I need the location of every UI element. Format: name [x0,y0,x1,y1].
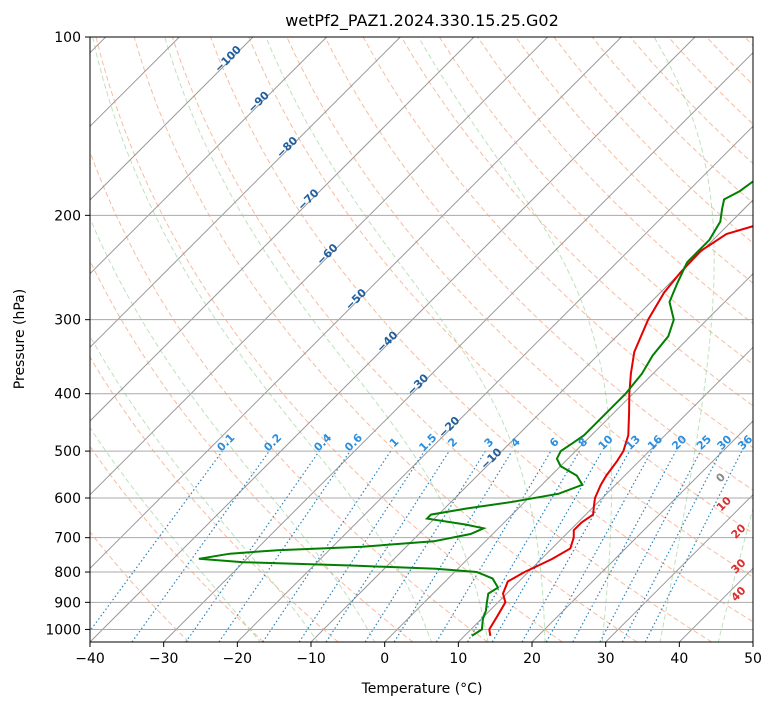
isotherm [163,51,753,642]
moist-adiabat [717,506,753,642]
isotherm [90,37,549,496]
y-tick-label: 700 [54,531,81,547]
plot-frame [89,36,754,643]
dry-adiabat [248,37,753,578]
y-tick-label: 600 [54,491,81,507]
dry-adiabat [515,37,753,284]
y-tick-label: 500 [54,444,81,460]
isotherm [310,199,753,642]
dry-adiabat [400,37,753,407]
moist-adiabat [164,37,489,642]
isotherm [457,346,753,642]
x-tick-label: −40 [75,651,105,667]
temperature-line [488,225,753,636]
isotherm [90,37,475,422]
isotherm [90,37,622,570]
dry-adiabat [133,37,638,642]
mixing-ratio-line [435,450,552,642]
dry-adiabat [171,37,712,642]
moist-adiabat [90,217,376,642]
mixing-ratio-line [218,450,351,642]
x-tick-label: −30 [149,651,179,667]
chart-title: wetPf2_PAZ1.2024.330.15.25.G02 [285,11,559,31]
isotherm [605,493,753,642]
y-tick-label: 900 [54,595,81,611]
mixing-ratio-line [325,450,450,642]
dry-adiabat [90,445,264,642]
dry-adiabat [90,150,488,642]
dry-adiabat [90,356,339,642]
mixing-ratio-line [545,450,653,642]
x-axis-ticks: −40 −30 −20 −10 0 10 20 30 40 50 [75,642,762,667]
y-tick-label: 400 [54,387,81,403]
dry-adiabat [438,37,753,366]
moist-adiabat [92,37,432,642]
mixing-ratio-line [364,450,486,642]
x-tick-label: −20 [223,651,253,667]
x-tick-label: 30 [597,651,615,667]
isotherm [236,125,753,642]
y-tick-label: 100 [54,30,81,46]
x-tick-label: 20 [523,651,541,667]
dry-adiabat [95,37,563,642]
pressure-gridlines [90,37,753,630]
moist-adiabat [90,335,319,642]
mixing-ratio-line [393,450,513,642]
y-tick-label: 800 [54,565,81,581]
mixing-ratio-line [572,450,677,642]
mixing-ratio-line [491,450,603,642]
isotherm [90,37,696,642]
y-axis-label: Pressure (hPa) [12,289,28,389]
dry-adiabat [90,531,190,642]
dewpoint-line [198,180,753,637]
y-axis-ticks: 100 200 300 400 500 600 700 800 900 1000 [45,30,90,638]
y-tick-label: 300 [54,313,81,329]
series-layer [198,180,753,637]
moist-adiabat [265,37,546,642]
moist-adiabat [653,37,715,642]
isotherm [90,37,401,349]
background-lines [90,37,753,642]
dry-adiabat [324,37,753,491]
x-axis-label: Temperature (°C) [361,681,483,697]
moist-adiabat [90,426,261,642]
isotherm [531,420,753,642]
x-tick-label: 0 [380,651,389,667]
mixing-ratio-line [185,450,320,642]
y-tick-label: 1000 [45,622,81,638]
x-tick-label: 40 [670,651,688,667]
mixing-ratio-line [521,450,631,642]
x-tick-label: 10 [449,651,467,667]
x-tick-label: −10 [296,651,326,667]
x-tick-label: 50 [744,651,762,667]
isotherm [90,37,328,275]
isotherm [384,272,753,642]
dry-adiabat [210,37,753,623]
isotherm [90,37,254,201]
y-tick-label: 200 [54,208,81,224]
